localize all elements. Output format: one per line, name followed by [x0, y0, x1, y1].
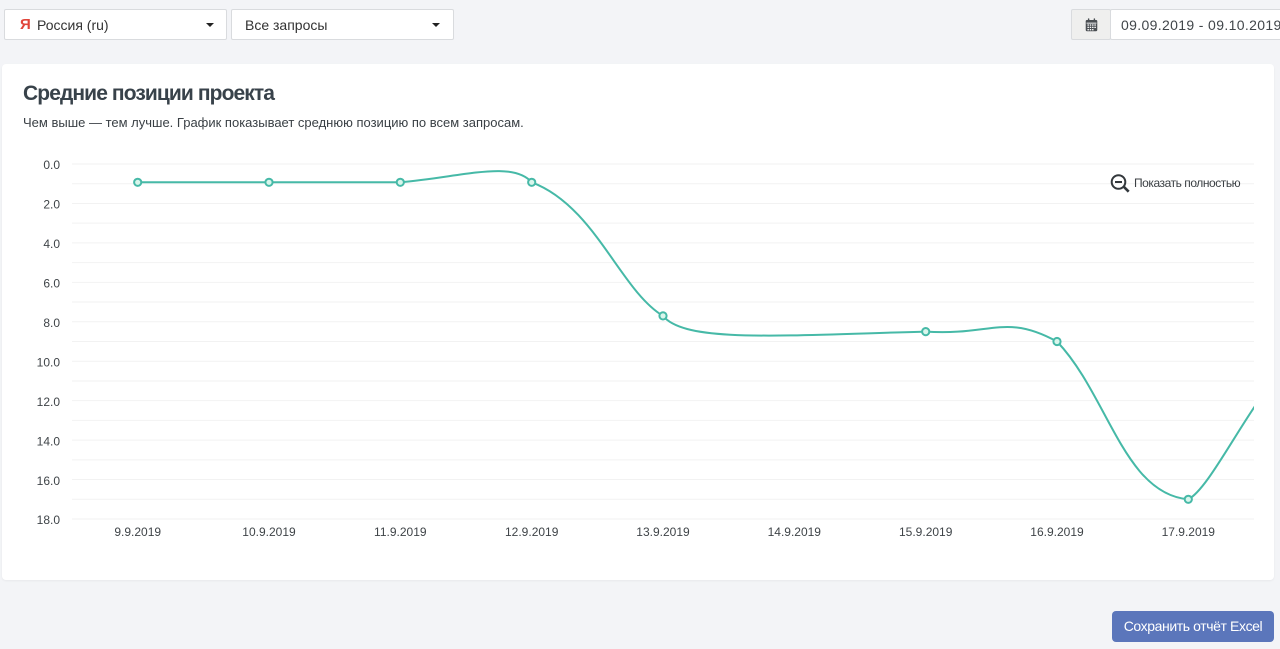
- svg-text:4.0: 4.0: [43, 237, 60, 251]
- svg-text:2.0: 2.0: [43, 198, 60, 212]
- svg-text:15.9.2019: 15.9.2019: [899, 525, 953, 539]
- svg-text:14.9.2019: 14.9.2019: [768, 525, 822, 539]
- svg-text:10.9.2019: 10.9.2019: [242, 525, 296, 539]
- svg-text:8.0: 8.0: [43, 316, 60, 330]
- svg-text:12.9.2019: 12.9.2019: [505, 525, 559, 539]
- svg-text:9.9.2019: 9.9.2019: [114, 525, 161, 539]
- svg-text:12.0: 12.0: [37, 395, 61, 409]
- svg-text:16.0: 16.0: [37, 474, 61, 488]
- svg-text:14.0: 14.0: [37, 434, 61, 448]
- svg-text:17.9.2019: 17.9.2019: [1162, 525, 1216, 539]
- svg-text:0.0: 0.0: [43, 158, 60, 172]
- svg-text:16.9.2019: 16.9.2019: [1030, 525, 1084, 539]
- svg-text:11.9.2019: 11.9.2019: [374, 525, 427, 539]
- svg-text:6.0: 6.0: [43, 277, 60, 291]
- svg-text:18.0: 18.0: [37, 513, 61, 527]
- svg-text:13.9.2019: 13.9.2019: [636, 525, 690, 539]
- svg-text:10.0: 10.0: [37, 355, 61, 369]
